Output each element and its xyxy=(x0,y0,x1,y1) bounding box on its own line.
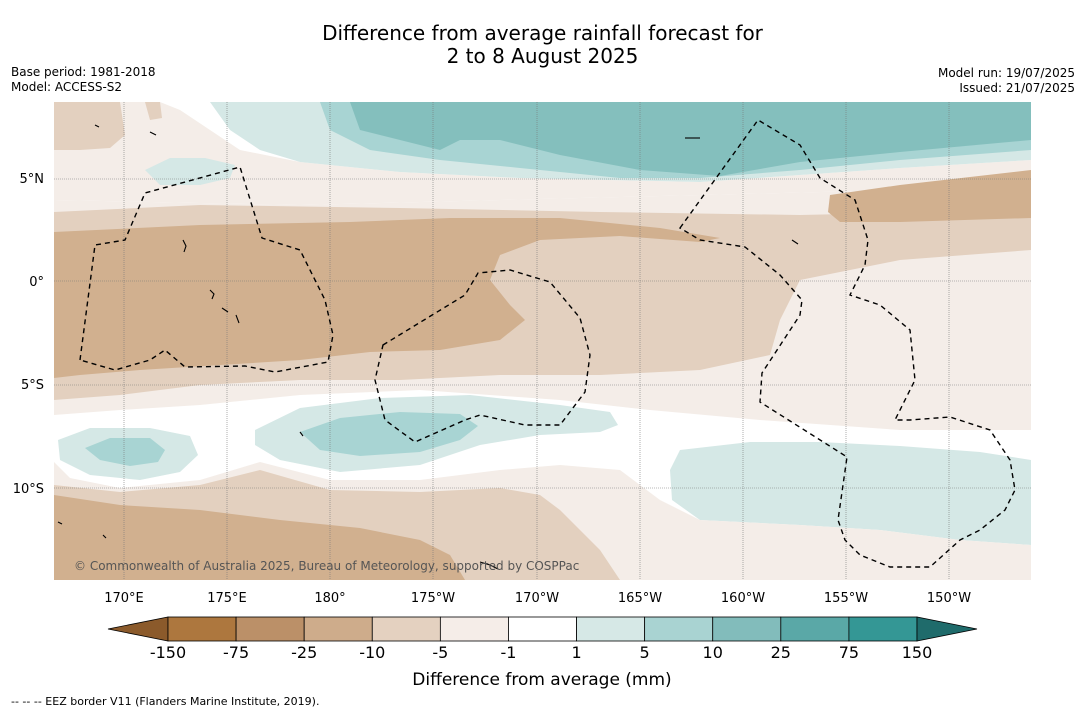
eez-legend-note: -- -- -- EEZ border V11 (Flanders Marine… xyxy=(11,695,320,708)
lon-label-160w: 160°W xyxy=(721,591,765,606)
islands xyxy=(57,124,799,570)
island-8 xyxy=(479,561,499,570)
colorbar xyxy=(107,616,978,642)
colorbar-tick-label: 5 xyxy=(640,643,650,662)
island-3 xyxy=(221,307,229,313)
island-5 xyxy=(149,131,157,136)
colorbar-tick-label: 75 xyxy=(839,643,859,662)
colorbar-bin-5 xyxy=(508,616,577,642)
colorbar-bin-7 xyxy=(644,616,714,642)
island-9 xyxy=(57,521,63,525)
lat-label-5s: 5°S xyxy=(21,378,44,393)
colorbar-tick-label: -10 xyxy=(359,643,385,662)
issued-text: Issued: 21/07/2025 xyxy=(959,81,1075,95)
colorbar-label: Difference from average (mm) xyxy=(412,670,671,690)
colorbar-tick-label: 150 xyxy=(902,643,933,662)
colorbar-tick-label: -5 xyxy=(432,643,448,662)
lon-label-175w: 175°W xyxy=(411,591,455,606)
island-6 xyxy=(94,124,100,128)
lat-label-0: 0° xyxy=(29,275,44,290)
north-wet-strong xyxy=(350,102,1031,176)
colorbar-bin-10 xyxy=(848,616,918,642)
colorbar-bin-0 xyxy=(167,616,237,642)
title-line-2: 2 to 8 August 2025 xyxy=(446,44,639,68)
base-info: Base period: 1981-2018 Model: ACCESS-S2 xyxy=(11,65,156,95)
island-4 xyxy=(235,314,240,324)
colorbar-tick-label: -1 xyxy=(500,643,516,662)
east-dry-strong xyxy=(828,170,1031,222)
colorbar-tick-label: -25 xyxy=(291,643,317,662)
title-line-1: Difference from average rainfall forecas… xyxy=(322,21,763,45)
base-period-text: Base period: 1981-2018 xyxy=(11,65,156,79)
lon-label-165w: 165°W xyxy=(618,591,662,606)
colorbar-bin-1 xyxy=(235,616,305,642)
colorbar-bin-8 xyxy=(712,616,782,642)
model-text: Model: ACCESS-S2 xyxy=(11,80,123,94)
southeast-wet-light xyxy=(670,442,1031,545)
north-dry-patch xyxy=(145,102,162,120)
colorbar-tick-label: 10 xyxy=(703,643,723,662)
model-run-text: Model run: 19/07/2025 xyxy=(937,66,1075,80)
run-info: Model run: 19/07/2025 Issued: 21/07/2025 xyxy=(938,66,1075,96)
lon-label-180: 180° xyxy=(314,591,345,606)
island-2 xyxy=(209,289,215,300)
colorbar-bin-9 xyxy=(780,616,850,642)
eez-tokelau xyxy=(374,269,591,443)
colorbar-extension-low xyxy=(107,616,169,642)
colorbar-extension-high xyxy=(916,616,978,642)
colorbar-bin-4 xyxy=(439,616,509,642)
colorbar-tick-label: 25 xyxy=(771,643,791,662)
colorbar-bin-3 xyxy=(371,616,441,642)
southwest-wet-medium xyxy=(85,438,165,466)
latitude-labels: 5°N 0° 5°S 10°S xyxy=(13,172,44,497)
longitude-labels: 170°E 175°E 180° 175°W 170°W 165°W 160°W… xyxy=(104,591,971,606)
eez-kiribati-line xyxy=(678,119,1016,568)
colorbar-tick-label: -75 xyxy=(223,643,249,662)
island-1 xyxy=(182,239,187,253)
grid-lines xyxy=(54,102,1031,580)
lon-label-175e: 175°E xyxy=(207,591,247,606)
lon-label-170w: 170°W xyxy=(515,591,559,606)
lon-label-155w: 155°W xyxy=(824,591,868,606)
lon-label-170e: 170°E xyxy=(104,591,144,606)
island-10 xyxy=(102,534,107,539)
island-7 xyxy=(791,239,799,245)
lat-label-5n: 5°N xyxy=(20,172,45,187)
lat-label-10s: 10°S xyxy=(13,482,44,497)
island-11 xyxy=(299,431,304,437)
northwest-wet-patch xyxy=(145,158,235,185)
northwest-dry-patch xyxy=(54,102,125,150)
eez-borders xyxy=(79,119,1016,568)
colorbar-tick-label: -150 xyxy=(150,643,186,662)
map-title: Difference from average rainfall forecas… xyxy=(0,22,1085,68)
colorbar-tick-label: 1 xyxy=(571,643,581,662)
eez-tuvalu-kiribati-west xyxy=(79,166,334,373)
copyright-text: © Commonwealth of Australia 2025, Bureau… xyxy=(74,559,579,573)
colorbar-ticks: -150 -75 -25 -10 -5 -1 1 5 10 25 75 150 xyxy=(150,643,932,662)
central-dry-strong xyxy=(54,218,720,378)
colorbar-bin-2 xyxy=(303,616,373,642)
colorbar-bin-6 xyxy=(576,616,646,642)
south-center-wet-medium xyxy=(300,412,478,456)
lon-label-150w: 150°W xyxy=(927,591,971,606)
map-plot-area: © Commonwealth of Australia 2025, Bureau… xyxy=(54,102,1031,580)
south-dry-strong xyxy=(54,495,465,580)
